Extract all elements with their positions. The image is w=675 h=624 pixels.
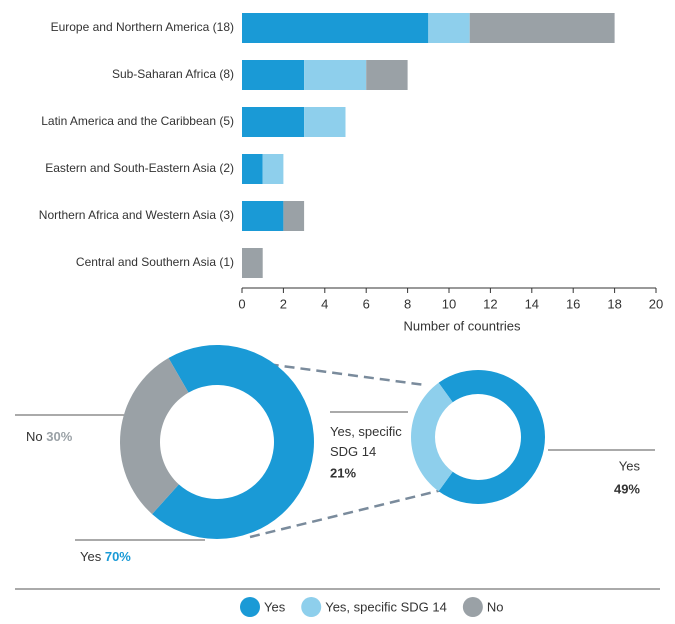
legend-label: Yes, specific SDG 14 — [325, 599, 447, 614]
donut-segment — [438, 370, 545, 504]
category-label: Eastern and South-Eastern Asia (2) — [45, 161, 234, 175]
legend-swatch — [301, 597, 322, 617]
x-tick-label: 14 — [525, 296, 539, 311]
x-tick-label: 16 — [566, 296, 580, 311]
label-name: Yes — [80, 549, 102, 564]
bar-segment — [262, 154, 284, 184]
legend-label: Yes — [264, 599, 286, 614]
x-tick-label: 0 — [238, 296, 245, 311]
category-label: Latin America and the Caribbean (5) — [41, 114, 234, 128]
x-tick-label: 10 — [442, 296, 456, 311]
donut-segment — [152, 345, 315, 539]
bar-segment — [283, 201, 305, 231]
category-label: Northern Africa and Western Asia (3) — [39, 208, 234, 222]
legend-swatch — [240, 597, 260, 617]
label-name: No — [26, 429, 43, 444]
donut-label: No 30% — [26, 429, 73, 444]
label-name: Yes — [619, 458, 641, 473]
x-tick-label: 4 — [321, 296, 328, 311]
legend-swatch — [462, 597, 483, 617]
bar-segment — [304, 107, 346, 137]
bar-segment — [242, 13, 429, 43]
category-label: Sub-Saharan Africa (8) — [112, 67, 234, 81]
legend-label: No — [487, 599, 504, 614]
label-value: 21% — [330, 465, 356, 480]
connector — [249, 488, 443, 539]
bar-segment — [428, 13, 470, 43]
category-label: Central and Southern Asia (1) — [76, 255, 234, 269]
bar-segment — [366, 60, 408, 90]
x-tick-label: 12 — [483, 296, 497, 311]
label-value: 70% — [105, 549, 131, 564]
category-label: Europe and Northern America (18) — [51, 20, 234, 34]
bar-segment — [469, 13, 615, 43]
x-tick-label: 8 — [404, 296, 411, 311]
donut-label: Yes 70% — [80, 549, 131, 564]
bar-segment — [242, 60, 305, 90]
bar-segment — [242, 107, 305, 137]
x-tick-label: 6 — [363, 296, 370, 311]
label-name: Yes, specific SDG 14 — [330, 424, 402, 459]
x-axis-label: Number of countries — [403, 318, 521, 333]
x-tick-label: 18 — [607, 296, 621, 311]
donut-segment — [410, 382, 453, 492]
label-value: 30% — [46, 429, 72, 444]
bar-segment — [242, 201, 284, 231]
x-tick-label: 2 — [280, 296, 287, 311]
bar-segment — [242, 154, 263, 184]
label-value: 49% — [614, 481, 640, 496]
donut-segment — [120, 357, 189, 515]
x-tick-label: 20 — [649, 296, 663, 311]
bar-segment — [304, 60, 367, 90]
bar-segment — [242, 248, 263, 278]
